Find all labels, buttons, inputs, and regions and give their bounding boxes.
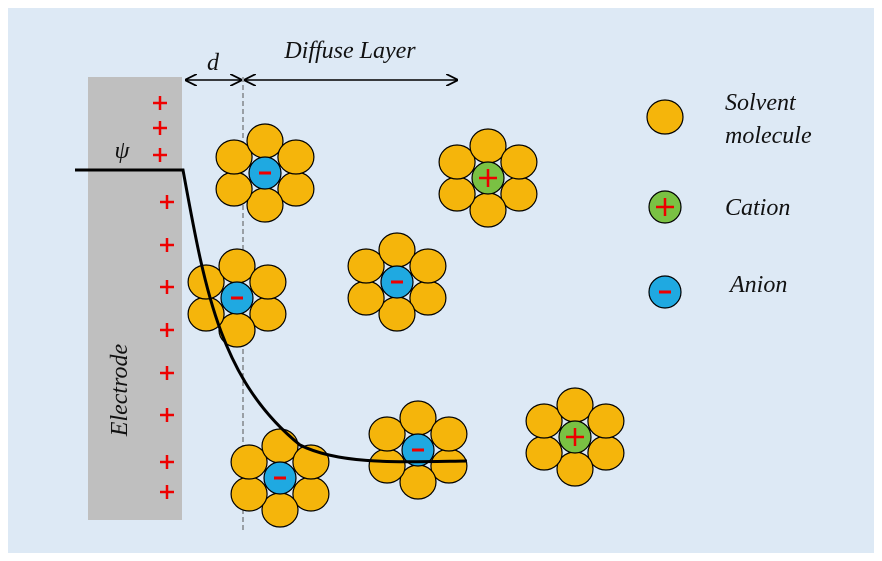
solvent-molecule xyxy=(348,249,384,283)
solvent-molecule xyxy=(216,140,252,174)
solvent-molecule xyxy=(379,233,415,267)
electrode xyxy=(88,77,182,520)
solvent-molecule xyxy=(588,404,624,438)
solvent-molecule xyxy=(501,145,537,179)
solvent-molecule xyxy=(439,177,475,211)
solvent-molecule xyxy=(278,172,314,206)
solvent-molecule xyxy=(262,493,298,527)
solvent-molecule xyxy=(278,140,314,174)
solvent-molecule xyxy=(410,249,446,283)
solvent-molecule xyxy=(231,445,267,479)
solvent-molecule xyxy=(410,281,446,315)
solvent-molecule xyxy=(647,100,683,134)
d-label: d xyxy=(207,50,220,76)
solvent-molecule xyxy=(431,449,467,483)
solvent-molecule xyxy=(379,297,415,331)
legend-label: molecule xyxy=(725,123,812,149)
solvent-molecule xyxy=(588,436,624,470)
electrode-label: Electrode xyxy=(107,343,133,437)
solvent-molecule xyxy=(348,281,384,315)
solvent-molecule xyxy=(431,417,467,451)
solvent-molecule xyxy=(501,177,537,211)
legend-label: Anion xyxy=(728,272,787,298)
legend-label: Cation xyxy=(725,195,790,221)
solvent-molecule xyxy=(216,172,252,206)
legend-label: Solvent xyxy=(725,90,797,116)
solvent-molecule xyxy=(369,417,405,451)
solvent-molecule xyxy=(262,429,298,463)
solvent-molecule xyxy=(293,477,329,511)
solvent-molecule xyxy=(470,129,506,163)
solvent-molecule xyxy=(526,404,562,438)
diagram: Electrode ψ d Diffuse Layer Solvent mole… xyxy=(0,0,882,561)
solvent-molecule xyxy=(250,265,286,299)
solvent-molecule xyxy=(526,436,562,470)
solvent-molecule xyxy=(369,449,405,483)
diffuse-layer-label: Diffuse Layer xyxy=(283,38,416,64)
solvent-molecule xyxy=(557,452,593,486)
solvent-molecule xyxy=(439,145,475,179)
solvent-molecule xyxy=(219,249,255,283)
psi-label: ψ xyxy=(115,138,131,164)
solvent-molecule xyxy=(250,297,286,331)
solvent-molecule xyxy=(470,193,506,227)
solvent-molecule xyxy=(400,465,436,499)
solvent-molecule xyxy=(231,477,267,511)
solvent-molecule xyxy=(557,388,593,422)
solvent-molecule xyxy=(247,188,283,222)
solvent-molecule xyxy=(247,124,283,158)
solvent-molecule xyxy=(400,401,436,435)
